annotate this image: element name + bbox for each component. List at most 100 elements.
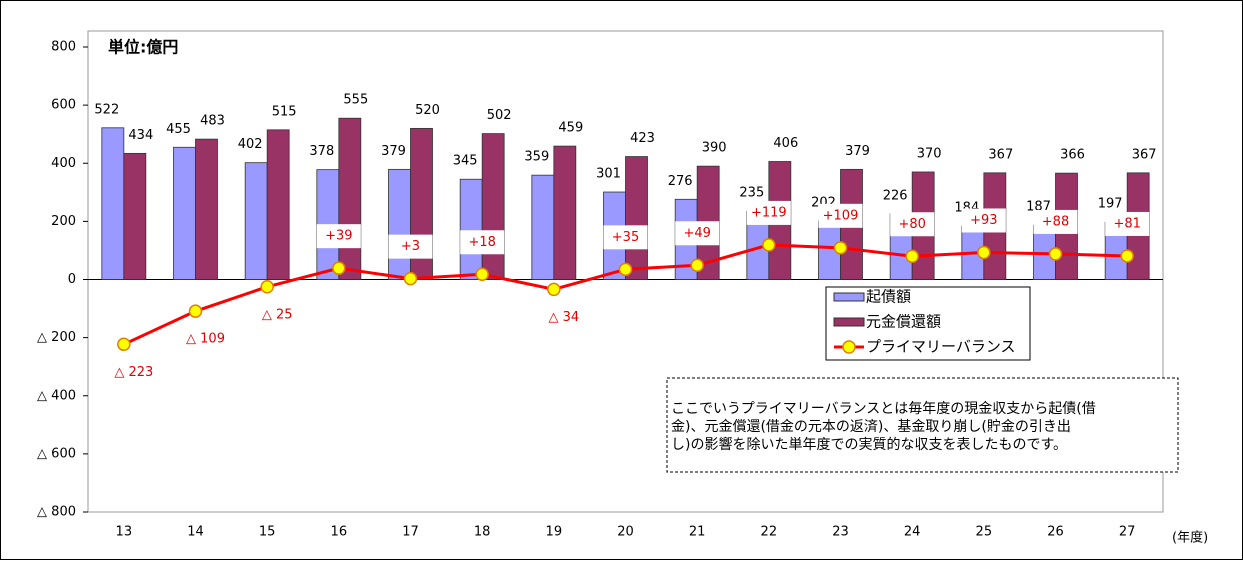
bar-label: 367 — [1132, 147, 1157, 162]
bar-label: 226 — [883, 188, 908, 203]
marker — [188, 304, 203, 318]
bar-label: 379 — [381, 144, 406, 159]
legend-label: プライマリーバランス — [866, 338, 1016, 356]
x-tick-label: 13 — [116, 525, 133, 540]
line-label: +88 — [1042, 214, 1069, 229]
bar-label: 455 — [166, 122, 191, 137]
marker — [833, 241, 848, 255]
legend-label: 元金償還額 — [866, 313, 941, 331]
marker — [618, 262, 633, 277]
bar-label: 276 — [668, 174, 693, 189]
bar — [531, 174, 555, 280]
bar — [266, 129, 290, 280]
label-box — [603, 225, 648, 250]
x-tick-label: 19 — [546, 525, 563, 540]
bar-label: 197 — [1098, 197, 1123, 212]
label-box — [1105, 211, 1150, 236]
bar-label: 502 — [487, 108, 512, 123]
bar-label: 402 — [238, 137, 263, 152]
marker — [260, 280, 274, 294]
y-tick-label: 0 — [68, 272, 76, 287]
x-tick-label: 14 — [187, 525, 204, 540]
label-box — [316, 224, 361, 249]
y-tick-label: △ 800 — [37, 505, 76, 520]
line-label: +39 — [325, 229, 352, 244]
bar-label: 370 — [917, 146, 942, 161]
x-tick-label: 21 — [689, 525, 706, 540]
marker — [332, 261, 346, 275]
marker — [1048, 247, 1063, 261]
bar-label: 359 — [524, 150, 549, 165]
bar-label: 515 — [272, 104, 297, 119]
bar — [388, 168, 411, 280]
bar — [244, 162, 268, 280]
y-tick-label: △ 400 — [37, 388, 76, 403]
legend-marker — [842, 340, 856, 354]
line-label: +18 — [468, 235, 495, 250]
bar-label: 301 — [596, 167, 621, 182]
y-tick-label: 200 — [51, 214, 76, 229]
bar — [481, 133, 505, 280]
label-box — [460, 230, 505, 255]
bar — [173, 146, 196, 280]
label-box — [388, 234, 433, 259]
bar-label: 434 — [128, 128, 153, 143]
bar-label: 555 — [343, 93, 368, 108]
line-label: +93 — [970, 213, 997, 228]
y-tick-label: △ 200 — [37, 330, 76, 345]
bar-label: 345 — [453, 154, 478, 169]
bar-label: 366 — [1060, 148, 1085, 163]
x-tick-label: 16 — [331, 525, 348, 540]
x-tick-label: 24 — [904, 525, 921, 540]
bar-label: 367 — [988, 147, 1013, 162]
bar-label: 235 — [739, 186, 764, 201]
label-box — [961, 208, 1006, 233]
marker — [690, 258, 704, 273]
bar-label: 390 — [702, 141, 727, 156]
line-label: △ 25 — [262, 307, 293, 322]
bar — [459, 178, 483, 280]
bar — [338, 117, 362, 280]
line-label: +35 — [612, 230, 639, 245]
x-tick-label: 23 — [832, 525, 849, 540]
label-box — [675, 221, 720, 246]
marker — [475, 267, 489, 282]
bar-label: 378 — [309, 144, 334, 159]
label-box — [1033, 209, 1078, 234]
y-tick-label: 800 — [51, 40, 76, 55]
marker — [762, 238, 776, 252]
line-label: +3 — [401, 239, 420, 254]
bar-label: 483 — [200, 114, 225, 129]
x-tick-label: 20 — [617, 525, 634, 540]
line-label: △ 34 — [548, 310, 579, 325]
line-label: +80 — [898, 217, 925, 232]
legend-label: 起債額 — [866, 288, 911, 306]
marker — [547, 282, 561, 297]
label-box — [818, 203, 863, 228]
bar-label: 522 — [94, 102, 119, 117]
x-tick-label: 26 — [1047, 525, 1064, 540]
bar — [553, 145, 577, 280]
x-tick-label: 25 — [976, 525, 993, 540]
line-label: +49 — [683, 226, 710, 241]
y-tick-label: △ 600 — [37, 446, 76, 461]
marker — [403, 271, 418, 286]
bar — [625, 156, 648, 280]
x-tick-label: 17 — [402, 525, 419, 540]
legend-swatch — [833, 317, 865, 327]
bar — [101, 127, 125, 280]
x-tick-label: 18 — [474, 525, 491, 540]
label-box — [890, 212, 935, 237]
marker — [117, 337, 131, 352]
marker — [977, 245, 991, 260]
chart-title: 単位:億円 — [108, 38, 178, 57]
note-box — [666, 377, 1179, 473]
line-label: +119 — [751, 205, 787, 220]
line-label: +109 — [823, 208, 859, 223]
x-tick-label: 15 — [259, 525, 276, 540]
x-unit: (年度) — [1172, 530, 1208, 546]
x-tick-label: 22 — [761, 525, 778, 540]
note-text: し)の影響を除いた単年度での実質的な収支を表したものです。 — [671, 436, 1067, 453]
y-tick-label: 600 — [51, 98, 76, 113]
